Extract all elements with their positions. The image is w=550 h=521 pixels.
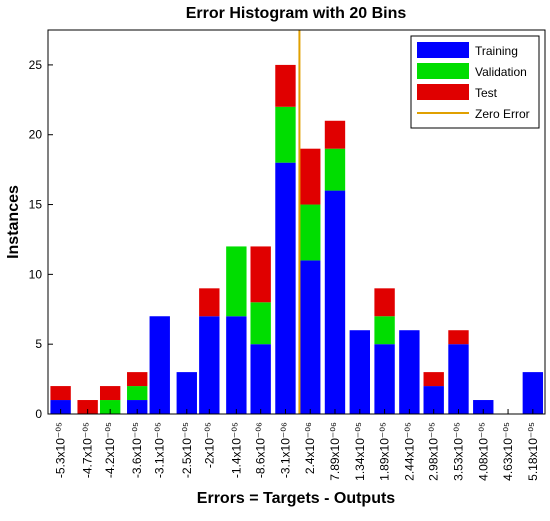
- bar-segment: [50, 386, 71, 401]
- x-tick-label: -3.1x10⁻⁰⁶: [278, 422, 292, 478]
- y-tick-label: 5: [35, 337, 42, 351]
- y-tick-label: 0: [35, 407, 42, 421]
- bar-segment: [199, 316, 220, 414]
- legend-swatch: [417, 63, 469, 79]
- legend-label: Zero Error: [475, 107, 530, 121]
- bar-segment: [448, 330, 469, 345]
- x-tick-label: -1.4x10⁻⁰⁵: [229, 422, 243, 478]
- y-tick-label: 20: [29, 128, 43, 142]
- bar-segment: [176, 372, 197, 414]
- bar-segment: [199, 288, 220, 317]
- x-tick-label: 5.18x10⁻⁰⁵: [526, 422, 540, 481]
- bar-segment: [448, 344, 469, 414]
- bar-segment: [127, 372, 148, 387]
- bar-segment: [324, 148, 346, 191]
- x-tick-label: 2.98x10⁻⁰⁵: [427, 422, 441, 481]
- bar-segment: [374, 344, 395, 414]
- bar-segment: [275, 64, 296, 107]
- x-tick-label: -2.5x10⁻⁰⁵: [180, 422, 194, 478]
- x-tick-label: 3.53x10⁻⁰⁵: [451, 422, 465, 481]
- legend-label: Test: [475, 86, 498, 100]
- bar-segment: [300, 148, 321, 205]
- legend-label: Training: [475, 44, 518, 58]
- bar-segment: [99, 400, 121, 414]
- x-tick-label: 2.44x10⁻⁰⁵: [402, 422, 416, 481]
- x-tick-label: 2.4x10⁻⁰⁶: [303, 422, 317, 474]
- x-tick-label: 4.63x10⁻⁰⁵: [501, 422, 515, 481]
- x-axis-label: Errors = Targets - Outputs: [197, 490, 396, 507]
- x-tick-label: -8.6x10⁻⁰⁶: [254, 422, 268, 478]
- bar-segment: [250, 246, 271, 303]
- bar-segment: [423, 386, 444, 414]
- bar-segment: [275, 162, 296, 414]
- bar-segment: [300, 204, 321, 261]
- bar-segment: [349, 330, 370, 414]
- x-tick-label: 1.34x10⁻⁰⁵: [353, 422, 367, 481]
- y-tick-label: 15: [29, 198, 43, 212]
- bar-segment: [99, 386, 121, 401]
- bar-segment: [300, 260, 321, 414]
- x-tick-label: -5.3x10⁻⁰⁵: [54, 422, 68, 478]
- chart-title: Error Histogram with 20 Bins: [186, 5, 407, 22]
- x-tick-label: -3.1x10⁻⁰⁵: [153, 422, 167, 478]
- bar-segment: [50, 400, 71, 414]
- x-tick-label: 7.89x10⁻⁰⁶: [328, 422, 342, 481]
- bar-segment: [399, 330, 420, 414]
- bar-segment: [324, 120, 346, 149]
- bar-segment: [275, 106, 296, 163]
- bar-segment: [77, 400, 98, 414]
- x-tick-label: -4.2x10⁻⁰⁵: [103, 422, 117, 478]
- bar-segment: [226, 246, 247, 317]
- bar-segment: [127, 386, 148, 401]
- bar-segment: [226, 316, 247, 414]
- bar-segment: [149, 316, 170, 414]
- x-tick-label: -3.6x10⁻⁰⁵: [130, 422, 144, 478]
- bar-segment: [374, 288, 395, 317]
- bar-segment: [423, 372, 444, 387]
- x-tick-label: 4.08x10⁻⁰⁵: [476, 422, 490, 481]
- bar-segment: [127, 400, 148, 414]
- y-tick-label: 10: [29, 267, 43, 281]
- bar-segment: [250, 344, 271, 414]
- legend-label: Validation: [475, 65, 527, 79]
- plot-frame: [47, 29, 546, 415]
- bar-segment: [522, 372, 544, 414]
- x-tick-label: 1.89x10⁻⁰⁵: [378, 422, 392, 481]
- y-tick-label: 25: [29, 58, 43, 72]
- x-tick-label: -4.7x10⁻⁰⁵: [81, 422, 95, 478]
- bar-segment: [250, 302, 271, 345]
- legend-swatch: [417, 84, 469, 100]
- bar-segment: [473, 400, 494, 414]
- bar-segment: [324, 190, 346, 414]
- y-axis-label: Instances: [5, 185, 22, 259]
- x-tick-label: -2x10⁻⁰⁵: [202, 422, 216, 468]
- bar-segment: [374, 316, 395, 345]
- legend-swatch: [417, 42, 469, 58]
